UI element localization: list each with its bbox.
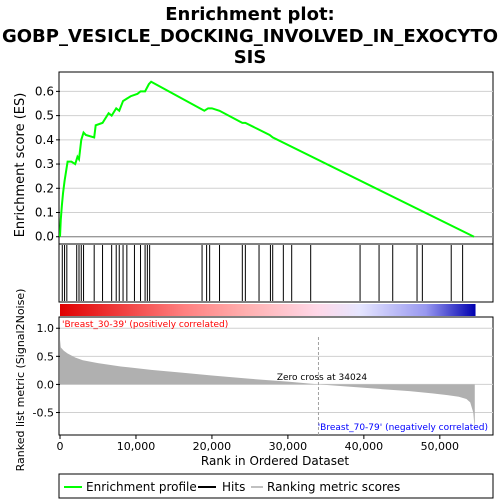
hits-panel-frame xyxy=(58,243,494,303)
enrichment-profile-line xyxy=(59,80,475,238)
chart-title-line2: GOBP_VESICLE_DOCKING_INVOLVED_IN_EXOCYTO xyxy=(2,26,498,47)
rank-correlation-color-bar xyxy=(60,304,476,316)
es-tick-label: 0.1 xyxy=(35,206,54,220)
hit-lines xyxy=(61,245,464,301)
metric-y-axis-label: Ranked list metric (Signal2Noise) xyxy=(14,289,27,472)
legend-metric-label: Ranking metric scores xyxy=(267,480,400,494)
chart-title-line3: SIS xyxy=(234,47,267,68)
metric-x-tick-label: 50,000 xyxy=(421,440,460,453)
legend-hits-label: Hits xyxy=(222,480,245,494)
metric-y-ticks: -0.5 0.0 0.5 1.0 xyxy=(33,322,60,420)
zero-cross-annotation: Zero cross at 34024 xyxy=(277,373,368,383)
metric-y-tick-label: -0.5 xyxy=(33,407,54,420)
negative-correlation-label: 'Breast_70-79' (negatively correlated) xyxy=(318,423,488,433)
enrichment-score-panel: 0.0 0.1 0.2 0.3 0.4 0.5 0.6 Enrichment score (… xyxy=(13,71,494,245)
metric-x-axis-label: Rank in Ordered Dataset xyxy=(201,454,349,468)
ranked-metric-panel: -0.5 0.0 0.5 1.0 0 10,000 20,000 30,000 40,000 5… xyxy=(14,289,494,472)
metric-x-tick-label: 30,000 xyxy=(269,440,308,453)
metric-x-ticks: 0 10,000 20,000 30,000 40,000 50,000 xyxy=(57,435,460,453)
es-tick-label: 0.6 xyxy=(35,84,54,98)
metric-x-tick-label: 10,000 xyxy=(117,440,156,453)
metric-x-tick-label: 0 xyxy=(57,440,64,453)
legend-enrichment-label: Enrichment profile xyxy=(86,480,197,494)
metric-y-tick-label: 1.0 xyxy=(37,322,55,335)
metric-y-tick-label: 0.5 xyxy=(37,350,55,363)
metric-x-tick-label: 20,000 xyxy=(193,440,232,453)
metric-y-tick-label: 0.0 xyxy=(37,378,55,391)
es-y-axis-label: Enrichment score (ES) xyxy=(13,93,28,238)
hits-panel xyxy=(58,243,494,316)
es-y-ticks: 0.0 0.1 0.2 0.3 0.4 0.5 0.6 xyxy=(35,84,60,244)
legend-frame xyxy=(58,473,494,499)
es-tick-label: 0.5 xyxy=(35,109,54,123)
chart-title-line1: Enrichment plot: xyxy=(165,4,335,25)
es-tick-label: 0.2 xyxy=(35,181,54,195)
es-tick-label: 0.4 xyxy=(35,133,54,147)
legend: Enrichment profile Hits Ranking metric s… xyxy=(58,473,494,499)
es-tick-label: 0.3 xyxy=(35,157,54,171)
ranking-metric-area xyxy=(60,339,475,430)
es-tick-label: 0.0 xyxy=(35,230,54,244)
positive-correlation-label: 'Breast_30-39' (positively correlated) xyxy=(62,320,228,330)
es-panel-frame xyxy=(58,71,494,245)
metric-x-tick-label: 40,000 xyxy=(345,440,384,453)
